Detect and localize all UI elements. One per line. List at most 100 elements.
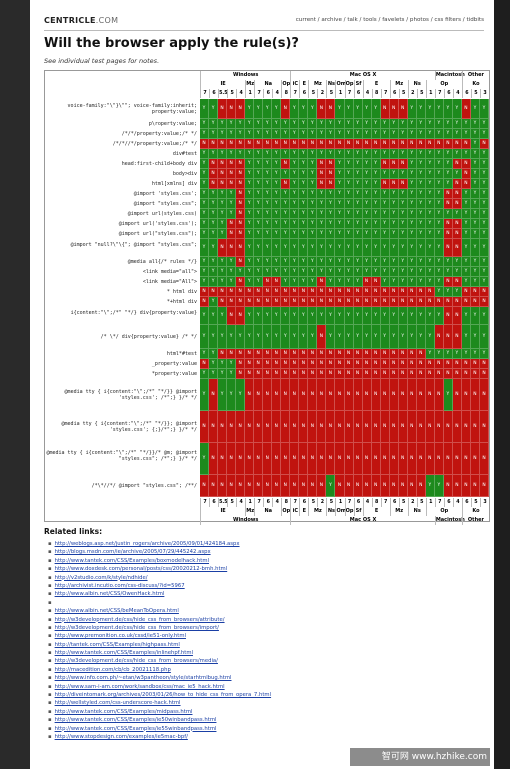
browser-header: Mz bbox=[308, 507, 326, 516]
related-link[interactable]: ▪ http://w3development.de/css/hide_css_fr… bbox=[48, 624, 478, 632]
result-cell: N bbox=[470, 287, 480, 297]
nav-link[interactable]: tidbits bbox=[466, 17, 484, 23]
result-cell: Y bbox=[443, 257, 453, 267]
result-cell: Y bbox=[209, 229, 219, 239]
link-text[interactable]: http://www.info.com.ph/~etan/w3pantheon/… bbox=[54, 675, 232, 682]
link-text[interactable]: http://www.albin.net/CSS/beMeanToOpera.h… bbox=[54, 608, 179, 615]
related-link[interactable]: ▪ http://www.tantek.com/CSS/Examples/ie50… bbox=[48, 716, 478, 724]
link-text[interactable]: http://www.tantek.com/CSS/Examples/midpa… bbox=[54, 708, 193, 715]
related-link[interactable]: ▪ http://tantek.com/CSS/Examples/highpass… bbox=[48, 641, 478, 649]
result-cell: Y bbox=[263, 149, 273, 159]
result-cell: Y bbox=[434, 179, 444, 189]
related-link[interactable]: ▪ http://www.premonition.co.uk/cssd/ie51-… bbox=[48, 632, 478, 640]
result-cell: Y bbox=[281, 257, 291, 267]
result-cell: Y bbox=[326, 219, 336, 229]
result-cell: N bbox=[218, 179, 228, 189]
scrollbar[interactable] bbox=[494, 0, 510, 769]
result-cell: Y bbox=[272, 129, 282, 139]
related-link[interactable]: ▪ http://www.tantek.com/CSS/Examples/midp… bbox=[48, 708, 478, 716]
result-cell: N bbox=[443, 369, 453, 379]
related-link[interactable]: ▪ http://www.stopdesign.com/examples/ie5m… bbox=[48, 733, 478, 741]
related-link[interactable]: ▪ http://www.tantek.com/CSS/Examples/inli… bbox=[48, 649, 478, 657]
link-text[interactable]: http://macedition.com/cb/cb_20021118.php bbox=[54, 666, 171, 673]
link-text[interactable]: http://www.tantek.com/CSS/Examples/inlin… bbox=[54, 650, 193, 657]
result-cell: N bbox=[281, 139, 291, 149]
related-link[interactable]: ▪ http://www.info.com.ph/~etan/w3pantheon… bbox=[48, 674, 478, 682]
link-text[interactable]: http://www.sam-i-am.com/work/sandbox/css… bbox=[54, 683, 225, 690]
nav-link[interactable]: tools bbox=[363, 17, 377, 23]
result-cell: N bbox=[371, 379, 381, 411]
link-text[interactable]: http://www.tantek.com/CSS/Examples/ie50w… bbox=[54, 717, 217, 724]
result-cell: Y bbox=[470, 325, 480, 349]
result-cell: Y bbox=[353, 199, 363, 209]
result-cell: Y bbox=[470, 179, 480, 189]
result-cell: Y bbox=[236, 149, 246, 159]
link-text[interactable]: http://www.doxdesk.com/personal/posts/cs… bbox=[54, 566, 228, 573]
logo-dotcom: .COM bbox=[95, 16, 119, 25]
related-link[interactable]: ▪ http://diveintomark.org/archives/2003/0… bbox=[48, 691, 478, 699]
result-cell: Y bbox=[452, 119, 462, 129]
result-cell: Y bbox=[236, 119, 246, 129]
result-cell: N bbox=[380, 475, 390, 497]
result-cell: Y bbox=[245, 325, 255, 349]
site-logo[interactable]: CENTRICLE.COM bbox=[44, 16, 118, 25]
related-link[interactable]: ▪ http://macedition.com/cb/cb_20021118.ph… bbox=[48, 666, 478, 674]
result-cell: Y bbox=[425, 169, 435, 179]
related-link[interactable]: ▪ http://v2studio.com/k/style/ndhide/ bbox=[48, 574, 478, 582]
result-cell: Y bbox=[398, 119, 408, 129]
result-cell: Y bbox=[443, 267, 453, 277]
result-cell: N bbox=[326, 349, 336, 359]
related-link[interactable]: ▪ http://w3development.de/css/hide_css_fr… bbox=[48, 657, 478, 665]
result-cell: Y bbox=[353, 277, 363, 287]
related-link[interactable]: ▪ http://www.albin.net/CSS/OwenHack.html bbox=[48, 590, 478, 598]
link-text[interactable]: http://www.premonition.co.uk/cssd/ie51-o… bbox=[54, 633, 186, 640]
result-cell: N bbox=[236, 159, 246, 169]
link-text[interactable]: http://archivist.incutio.com/css-discuss… bbox=[54, 582, 185, 589]
nav-link[interactable]: talk bbox=[347, 17, 358, 23]
link-text[interactable]: http://blogs.msdn.com/ie/archive/2005/07… bbox=[54, 549, 211, 556]
nav-link[interactable]: archive bbox=[321, 17, 342, 23]
link-text[interactable]: http://w3development.de/css/hide_css_fro… bbox=[54, 616, 225, 623]
result-cell: Y bbox=[218, 219, 228, 229]
result-cell: N bbox=[326, 369, 336, 379]
result-cell: Y bbox=[227, 199, 237, 209]
result-cell: Y bbox=[353, 159, 363, 169]
result-cell: Y bbox=[209, 129, 219, 139]
related-link[interactable]: ▪ http://w3development.de/css/hide_css_fr… bbox=[48, 616, 478, 624]
related-link[interactable]: ▪ http://www.doxdesk.com/personal/posts/c… bbox=[48, 565, 478, 573]
link-text[interactable]: http://www.tantek.com/CSS/Examples/boxmo… bbox=[54, 557, 210, 564]
link-text[interactable]: http://www.tantek.com/CSS/Examples/ie55w… bbox=[54, 725, 217, 732]
related-link[interactable]: ▪ http://blogs.msdn.com/ie/archive/2005/0… bbox=[48, 548, 478, 556]
link-text[interactable]: http://diveintomark.org/archives/2003/01… bbox=[54, 692, 272, 699]
link-text[interactable]: http://w3development.de/css/hide_css_fro… bbox=[54, 624, 219, 631]
result-cell: Y bbox=[299, 219, 309, 229]
nav-link[interactable]: current bbox=[295, 17, 316, 23]
result-cell: N bbox=[398, 359, 408, 369]
result-cell: Y bbox=[281, 229, 291, 239]
bullet-icon: ▪ bbox=[48, 599, 52, 606]
link-text[interactable]: http://w3development.de/css/hide_css_fro… bbox=[54, 658, 218, 665]
related-link[interactable]: ▪ http://www.sam-i-am.com/work/sandbox/cs… bbox=[48, 683, 478, 691]
browser-header: Ns bbox=[407, 507, 426, 516]
related-link[interactable]: ▪ http://wellstyled.com/css-underscore-ha… bbox=[48, 699, 478, 707]
link-text[interactable]: http://www.albin.net/CSS/OwenHack.html bbox=[54, 591, 165, 598]
result-cell: Y bbox=[443, 179, 453, 189]
link-text[interactable]: http://v2studio.com/k/style/ndhide/ bbox=[54, 574, 148, 581]
nav-link[interactable]: photos bbox=[409, 17, 429, 23]
link-text[interactable]: http://tantek.com/CSS/Examples/highpass.… bbox=[54, 641, 180, 648]
link-text[interactable]: http://www.stopdesign.com/examples/ie5ma… bbox=[54, 733, 188, 740]
result-cell: N bbox=[479, 359, 489, 369]
nav-link[interactable]: favelets bbox=[382, 17, 405, 23]
related-link[interactable]: ▪ http://weblogs.asp.net/justin_rogers/ar… bbox=[48, 540, 478, 548]
related-link[interactable]: ▪ http://archivist.incutio.com/css-discus… bbox=[48, 582, 478, 590]
result-cell: Y bbox=[299, 149, 309, 159]
result-cell: N bbox=[299, 287, 309, 297]
result-cell: N bbox=[398, 287, 408, 297]
related-link[interactable]: ▪ http://www.tantek.com/CSS/Examples/boxm… bbox=[48, 557, 478, 565]
link-text[interactable]: http://wellstyled.com/css-underscore-hac… bbox=[54, 700, 181, 707]
nav-link[interactable]: css filters bbox=[434, 17, 462, 23]
result-cell: Y bbox=[272, 169, 282, 179]
related-link[interactable]: ▪ http://www.tantek.com/CSS/Examples/ie55… bbox=[48, 725, 478, 733]
related-link[interactable]: ▪ http://www.albin.net/CSS/beMeanToOpera.… bbox=[48, 607, 478, 615]
link-text[interactable]: http://weblogs.asp.net/justin_rogers/arc… bbox=[54, 541, 240, 547]
